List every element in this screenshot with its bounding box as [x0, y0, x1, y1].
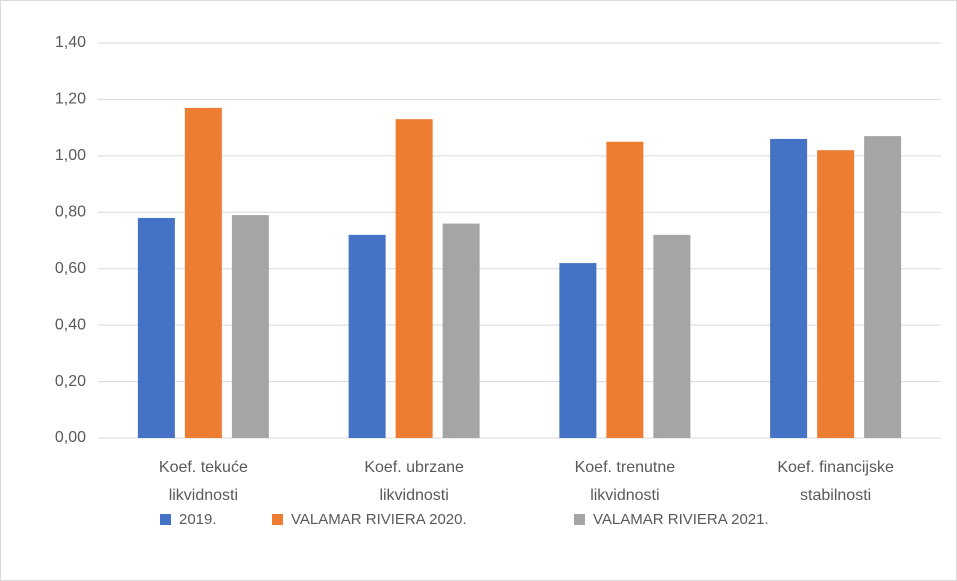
y-tick-label: 1,40	[55, 34, 86, 51]
legend-label: 2019.	[179, 511, 217, 528]
bar	[770, 138, 808, 438]
y-tick-label: 0,00	[55, 429, 86, 446]
x-tick-label: Koef. trenutne likvidnosti	[574, 459, 676, 504]
bar	[395, 119, 433, 438]
y-tick-label: 1,20	[55, 91, 86, 108]
bar	[559, 263, 597, 438]
bar	[348, 234, 386, 438]
bar	[184, 107, 222, 439]
legend-swatch	[272, 514, 283, 525]
x-tick-label: Koef. financijske stabilnosti	[777, 459, 894, 504]
y-tick-label: 0,80	[55, 204, 86, 221]
y-tick-label: 0,20	[55, 373, 86, 390]
legend-label: VALAMAR RIVIERA 2020.	[291, 511, 467, 528]
legend-swatch	[574, 514, 585, 525]
bar	[817, 150, 855, 438]
x-tick-label: Koef. tekuće likvidnosti	[158, 459, 248, 504]
bar	[442, 223, 480, 438]
bar	[864, 136, 902, 438]
bar	[653, 234, 691, 438]
y-tick-label: 1,00	[55, 147, 86, 164]
y-tick-label: 0,60	[55, 260, 86, 277]
legend-swatch	[160, 514, 171, 525]
bar	[606, 141, 644, 438]
bar	[137, 217, 175, 438]
legend-label: VALAMAR RIVIERA 2021.	[593, 511, 769, 528]
y-tick-label: 0,40	[55, 316, 86, 333]
x-tick-label: Koef. ubrzane likvidnosti	[364, 459, 464, 504]
bar	[231, 215, 269, 438]
